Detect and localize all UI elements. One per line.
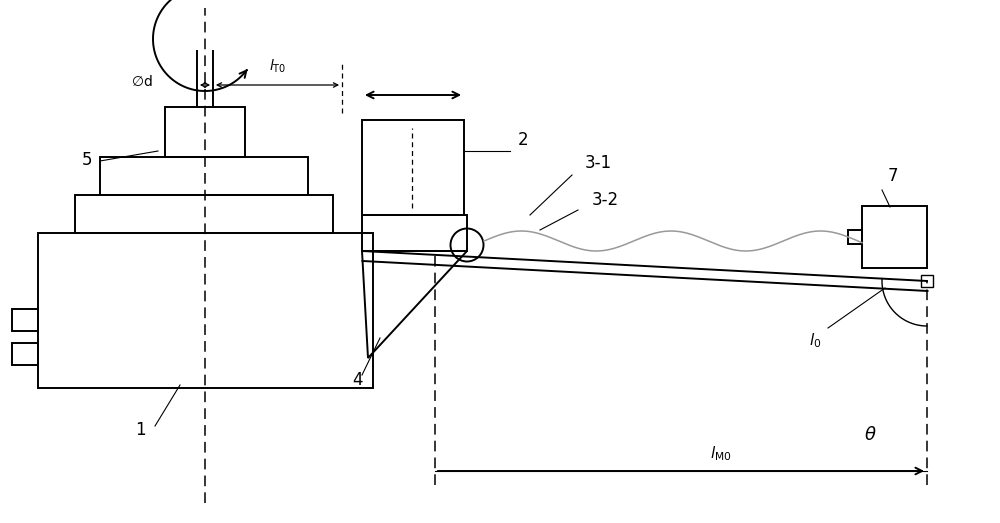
Text: $l_{\mathrm{M0}}$: $l_{\mathrm{M0}}$: [710, 445, 732, 463]
Text: $l_{\mathrm{T0}}$: $l_{\mathrm{T0}}$: [269, 58, 286, 75]
Text: 4: 4: [352, 371, 362, 389]
Text: $\theta$: $\theta$: [864, 426, 876, 444]
Text: 1: 1: [135, 421, 146, 439]
Text: 7: 7: [888, 167, 899, 185]
Text: $l_0$: $l_0$: [809, 332, 821, 350]
Text: 2: 2: [518, 131, 529, 149]
Text: 5: 5: [82, 151, 92, 169]
Text: 3-1: 3-1: [585, 154, 612, 172]
Text: $\varnothing$d: $\varnothing$d: [131, 74, 153, 88]
Text: 3-2: 3-2: [592, 191, 619, 209]
